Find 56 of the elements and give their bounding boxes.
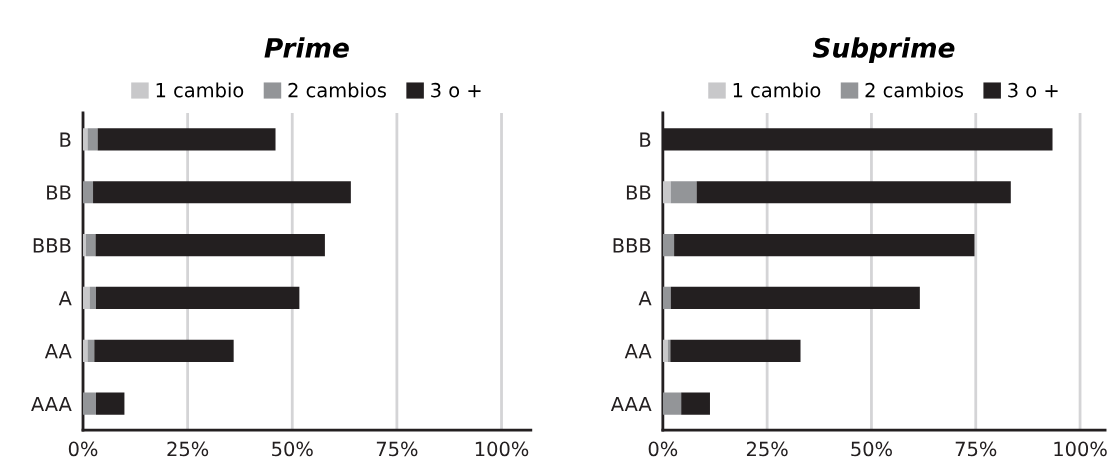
- bar: [85, 234, 96, 257]
- legend-label: 1 cambio: [156, 82, 244, 98]
- bar: [670, 339, 801, 362]
- y-tick-label: A: [638, 291, 652, 306]
- bar: [95, 234, 325, 257]
- y-tick-label: AAA: [610, 396, 652, 412]
- legend-label: 2 cambios: [865, 82, 964, 98]
- bar: [93, 181, 351, 204]
- x-tick-label: 0%: [648, 441, 678, 457]
- legend-label: 3 o +: [1008, 82, 1058, 98]
- x-tick-label: 75%: [376, 441, 418, 457]
- y-tick-label: AA: [624, 344, 652, 359]
- y-tick-label: A: [58, 291, 72, 306]
- x-tick-label: 0%: [68, 441, 98, 457]
- x-tick-label: 50%: [851, 441, 892, 457]
- legend-label: 1 cambio: [733, 82, 821, 98]
- bar: [670, 286, 920, 310]
- bar: [94, 339, 234, 362]
- x-tick-label: 25%: [167, 441, 209, 457]
- bar: [82, 128, 88, 151]
- y-tick-label: B: [60, 132, 71, 147]
- x-tick-label: 100%: [1054, 441, 1107, 457]
- bar: [662, 339, 668, 362]
- y-tick-label: BB: [47, 185, 71, 200]
- bar: [662, 181, 671, 204]
- bar: [95, 392, 125, 415]
- bar: [681, 392, 710, 415]
- bar: [89, 286, 96, 310]
- y-tick-label: AA: [44, 344, 72, 359]
- y-tick-label: AAA: [31, 396, 72, 412]
- x-tick-label: 75%: [955, 441, 997, 457]
- y-tick-label: BB: [626, 185, 651, 200]
- y-tick-label: BBB: [613, 238, 651, 253]
- bar: [662, 392, 682, 415]
- bar: [670, 181, 697, 204]
- bar: [97, 128, 276, 151]
- legend-label: 3 o +: [431, 82, 481, 98]
- bar: [82, 181, 94, 204]
- bar: [82, 392, 96, 415]
- chart-title: Prime: [264, 37, 349, 58]
- bar: [87, 128, 98, 151]
- bar: [662, 286, 671, 310]
- bar: [82, 286, 90, 310]
- bar: [662, 234, 675, 257]
- x-tick-label: 25%: [746, 441, 788, 457]
- bar: [82, 234, 86, 257]
- chart-title: Subprime: [812, 37, 955, 63]
- y-tick-label: B: [640, 132, 651, 147]
- legend-label: 2 cambios: [288, 82, 386, 98]
- y-tick-label: BBB: [33, 238, 71, 253]
- x-tick-label: 100%: [475, 441, 529, 457]
- x-tick-label: 50%: [272, 441, 313, 457]
- bar: [696, 181, 1011, 204]
- bar: [82, 339, 88, 362]
- bar: [95, 286, 300, 310]
- bar: [674, 234, 975, 257]
